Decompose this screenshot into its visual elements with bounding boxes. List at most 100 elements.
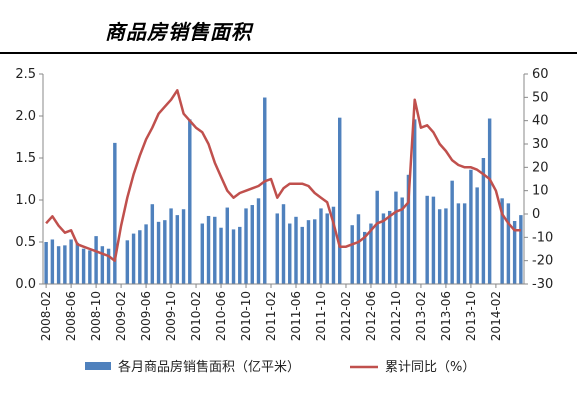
x-tick-label: 2013-06 bbox=[439, 291, 453, 341]
chart-title: 商品房销售面积 bbox=[105, 20, 252, 44]
bar bbox=[387, 210, 392, 284]
bar bbox=[431, 196, 436, 284]
bar bbox=[163, 220, 167, 284]
bar bbox=[150, 204, 155, 284]
right-tick-label: 30 bbox=[532, 137, 549, 152]
right-tick-label: 10 bbox=[532, 184, 549, 199]
bar bbox=[175, 215, 180, 284]
bar bbox=[456, 203, 461, 284]
bar bbox=[263, 97, 267, 285]
bar bbox=[462, 203, 467, 284]
bar bbox=[356, 214, 361, 284]
bar-series bbox=[44, 97, 523, 285]
legend-bar-label: 各月商品房销售面积（亿平米） bbox=[118, 359, 300, 375]
bar bbox=[63, 245, 67, 284]
axes bbox=[42, 74, 525, 285]
bar bbox=[188, 119, 192, 284]
x-tick-label: 2012-02 bbox=[339, 291, 353, 341]
right-tick-label: 60 bbox=[532, 67, 549, 82]
bar bbox=[181, 209, 186, 284]
bar bbox=[250, 205, 254, 284]
x-tick-label: 2009-06 bbox=[139, 291, 153, 341]
bar bbox=[94, 236, 98, 284]
left-tick-label: 2.5 bbox=[15, 67, 36, 82]
bar bbox=[406, 174, 411, 284]
bar bbox=[113, 142, 117, 284]
bar bbox=[238, 226, 242, 284]
bar bbox=[381, 213, 386, 284]
x-tick-label: 2011-10 bbox=[314, 291, 328, 341]
x-tick-label: 2010-02 bbox=[189, 291, 203, 341]
bar bbox=[288, 223, 292, 284]
right-tick-label: -20 bbox=[532, 254, 553, 269]
legend-line-label: 累计同比（%） bbox=[385, 360, 475, 375]
bar bbox=[306, 220, 311, 284]
x-tick-label: 2013-10 bbox=[464, 291, 478, 341]
yoy-line bbox=[45, 89, 521, 262]
x-axis-ticks: 2008-02 2008-06 2008-10 2009-02 2009-06 2009-… bbox=[39, 284, 503, 341]
bar bbox=[331, 206, 336, 284]
bar bbox=[412, 119, 417, 284]
bar bbox=[400, 197, 404, 284]
bar bbox=[125, 240, 130, 284]
x-tick-label: 2008-02 bbox=[39, 291, 53, 341]
x-tick-label: 2010-06 bbox=[214, 291, 228, 341]
x-tick-label: 2011-02 bbox=[264, 291, 278, 341]
bar bbox=[225, 207, 229, 284]
bar bbox=[169, 208, 173, 284]
bar bbox=[450, 180, 454, 284]
legend: 各月商品房销售面积（亿平米） 累计同比（%） bbox=[85, 359, 475, 375]
left-tick-label: 2.0 bbox=[15, 109, 36, 124]
line-series bbox=[45, 89, 521, 262]
bar bbox=[481, 158, 486, 284]
bar bbox=[294, 216, 298, 284]
x-tick-label: 2008-10 bbox=[89, 291, 103, 341]
legend-bar-swatch bbox=[85, 362, 111, 370]
bar bbox=[512, 221, 517, 284]
right-tick-label: 40 bbox=[532, 114, 549, 129]
bar bbox=[475, 187, 479, 284]
bar bbox=[444, 208, 448, 284]
right-tick-label: -30 bbox=[532, 277, 553, 292]
bar bbox=[50, 239, 55, 284]
bar bbox=[88, 250, 92, 284]
bar bbox=[469, 169, 473, 284]
bar bbox=[394, 191, 398, 284]
bar bbox=[231, 229, 236, 284]
bar bbox=[56, 246, 61, 284]
bar bbox=[437, 209, 442, 284]
x-tick-label: 2009-10 bbox=[164, 291, 178, 341]
left-tick-label: 1.5 bbox=[15, 151, 36, 166]
bar bbox=[338, 117, 342, 285]
bar bbox=[375, 190, 379, 284]
bar bbox=[44, 242, 48, 284]
bar bbox=[506, 203, 511, 284]
bar bbox=[319, 208, 323, 284]
x-tick-label: 2011-06 bbox=[289, 291, 303, 341]
bar bbox=[244, 208, 248, 284]
bar bbox=[100, 246, 105, 284]
x-tick-label: 2010-10 bbox=[239, 291, 253, 341]
bar bbox=[275, 213, 279, 284]
title-divider bbox=[0, 52, 577, 54]
bar bbox=[362, 231, 367, 284]
bar bbox=[519, 215, 523, 284]
right-axis-ticks: -30 -20 -10 0 10 20 30 40 50 60 bbox=[524, 67, 553, 292]
left-tick-label: 0.0 bbox=[15, 277, 36, 292]
x-tick-label: 2009-02 bbox=[114, 291, 128, 341]
x-tick-label: 2012-06 bbox=[364, 291, 378, 341]
left-tick-label: 1.0 bbox=[15, 193, 36, 208]
bar bbox=[325, 213, 329, 284]
right-tick-label: 0 bbox=[532, 207, 540, 222]
bar bbox=[206, 215, 211, 284]
right-tick-label: 50 bbox=[532, 90, 549, 105]
right-tick-label: -10 bbox=[532, 230, 553, 245]
bar bbox=[281, 204, 286, 284]
bar bbox=[425, 195, 429, 284]
bar bbox=[487, 118, 492, 285]
left-tick-label: 0.5 bbox=[15, 235, 36, 250]
bar bbox=[313, 219, 317, 284]
bar bbox=[81, 248, 86, 284]
bar bbox=[131, 233, 136, 284]
